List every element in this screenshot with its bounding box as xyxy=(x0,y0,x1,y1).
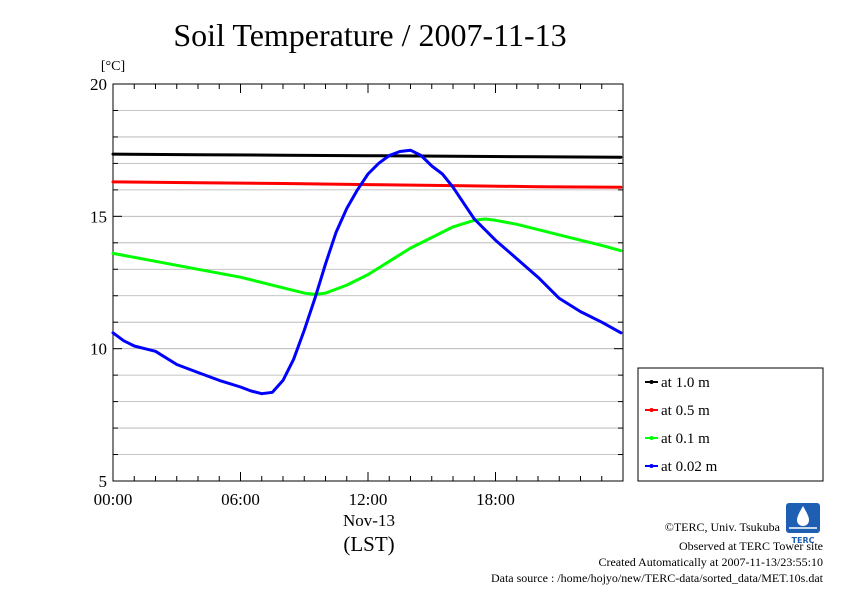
legend-marker xyxy=(649,464,654,468)
x-date-label: Nov-13 xyxy=(343,511,395,530)
y-tick-label: 10 xyxy=(90,340,107,359)
legend-label: at 1.0 m xyxy=(661,375,710,391)
legend: at 1.0 m at 0.5 m at 0.1 m at 0.02 m xyxy=(637,367,824,482)
created-text: Created Automatically at 2007-11-13/23:5… xyxy=(598,555,823,569)
legend-box xyxy=(637,367,824,482)
x-tick-label: 06:00 xyxy=(221,490,260,509)
y-tick-label: 15 xyxy=(90,207,107,226)
series-line-1 xyxy=(111,180,623,189)
chart-title: Soil Temperature / 2007-11-13 xyxy=(173,17,566,53)
observed-text: Observed at TERC Tower site xyxy=(679,539,823,553)
logo-text: TERC xyxy=(792,536,815,545)
grid-lines xyxy=(113,110,623,455)
copyright-text: ©TERC, Univ. Tsukuba xyxy=(665,520,781,534)
y-unit-label: [°C] xyxy=(101,59,125,74)
series-line-3 xyxy=(111,148,623,396)
terc-logo: TERC xyxy=(786,503,820,545)
x-tick-label: 18:00 xyxy=(476,490,515,509)
x-tick-label: 00:00 xyxy=(94,490,133,509)
data-source-text: Data source : /home/hojyo/new/TERC-data/… xyxy=(491,571,824,585)
x-axis-title: (LST) xyxy=(343,532,394,556)
series-line-2 xyxy=(111,217,623,296)
x-tick-label: 12:00 xyxy=(349,490,388,509)
y-tick-label: 20 xyxy=(90,75,107,94)
y-tick-label: 5 xyxy=(99,472,108,491)
legend-marker xyxy=(649,436,654,440)
legend-label: at 0.1 m xyxy=(661,431,710,447)
plot-frame xyxy=(112,83,624,482)
legend-label: at 0.02 m xyxy=(661,459,718,475)
series-line-0 xyxy=(111,152,623,159)
legend-label: at 0.5 m xyxy=(661,403,710,419)
legend-marker xyxy=(649,380,654,384)
series-lines xyxy=(111,148,623,396)
axis-ticks: 5 10 15 20 00:00 06:00 12:00 18:00 xyxy=(90,75,624,509)
legend-marker xyxy=(649,408,654,412)
